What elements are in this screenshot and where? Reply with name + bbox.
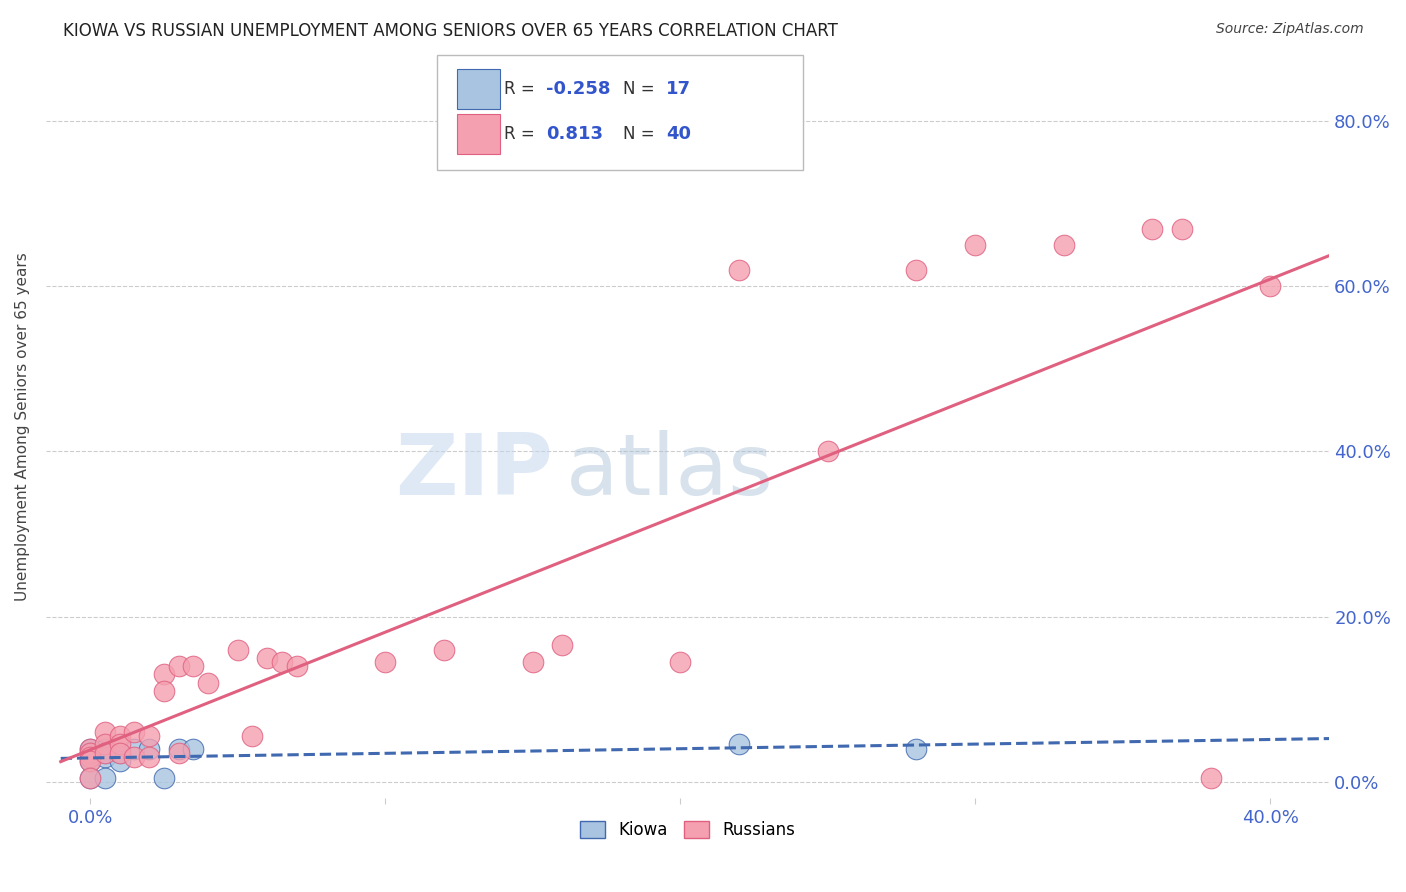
Point (79, 746, 101, 760)
Point (79, 741, 101, 756)
Point (79, 754, 101, 768)
Point (124, 725, 146, 739)
Point (94, 738, 117, 752)
Point (965, 238, 987, 252)
FancyBboxPatch shape (437, 55, 803, 170)
Point (285, 659, 308, 673)
Point (183, 741, 205, 756)
Text: Source: ZipAtlas.com: Source: ZipAtlas.com (1216, 22, 1364, 37)
Point (94, 771, 117, 785)
Point (79, 771, 101, 785)
Point (94, 750, 117, 764)
Point (1171, 221, 1194, 235)
Point (905, 741, 928, 756)
Text: N =: N = (623, 125, 661, 143)
Point (138, 750, 160, 764)
Point (138, 741, 160, 756)
Point (79, 754, 101, 768)
Point (1142, 221, 1164, 235)
Point (108, 738, 131, 752)
Text: 40: 40 (666, 125, 690, 143)
Point (108, 754, 131, 768)
Point (226, 642, 249, 657)
Point (79, 750, 101, 764)
Point (551, 639, 574, 653)
Point (108, 746, 131, 760)
Point (1258, 279, 1281, 293)
Point (94, 746, 117, 760)
Point (94, 741, 117, 756)
Point (79, 741, 101, 756)
Point (124, 741, 146, 756)
Point (522, 655, 544, 669)
Point (271, 655, 294, 669)
Text: R =: R = (505, 80, 540, 98)
Text: KIOWA VS RUSSIAN UNEMPLOYMENT AMONG SENIORS OVER 65 YEARS CORRELATION CHART: KIOWA VS RUSSIAN UNEMPLOYMENT AMONG SENI… (63, 22, 838, 40)
Point (108, 729, 131, 743)
Point (728, 738, 751, 752)
Point (153, 667, 176, 681)
Text: ZIP: ZIP (395, 430, 553, 513)
Point (1053, 238, 1076, 252)
Point (167, 746, 190, 760)
Point (153, 683, 176, 698)
Point (94, 725, 117, 739)
Point (374, 655, 396, 669)
Point (905, 262, 928, 277)
Text: atlas: atlas (565, 430, 773, 513)
Text: R =: R = (505, 125, 540, 143)
FancyBboxPatch shape (457, 70, 501, 110)
Point (728, 262, 751, 277)
FancyBboxPatch shape (457, 114, 501, 154)
Text: 0.813: 0.813 (547, 125, 603, 143)
Point (138, 729, 160, 743)
Point (433, 642, 456, 657)
Point (108, 746, 131, 760)
Point (242, 729, 264, 743)
Point (167, 741, 190, 756)
Point (124, 750, 146, 764)
Text: -0.258: -0.258 (547, 80, 612, 98)
Legend: Kiowa, Russians: Kiowa, Russians (574, 814, 801, 846)
Point (669, 655, 692, 669)
Point (153, 771, 176, 785)
Text: N =: N = (623, 80, 661, 98)
Point (197, 675, 219, 690)
Point (79, 746, 101, 760)
Point (256, 650, 278, 665)
Point (94, 746, 117, 760)
Point (79, 771, 101, 785)
Text: 17: 17 (666, 80, 690, 98)
Point (1199, 771, 1222, 785)
Y-axis label: Unemployment Among Seniors over 65 years: Unemployment Among Seniors over 65 years (15, 252, 30, 601)
Point (817, 444, 839, 458)
Point (183, 659, 205, 673)
Point (167, 659, 190, 673)
